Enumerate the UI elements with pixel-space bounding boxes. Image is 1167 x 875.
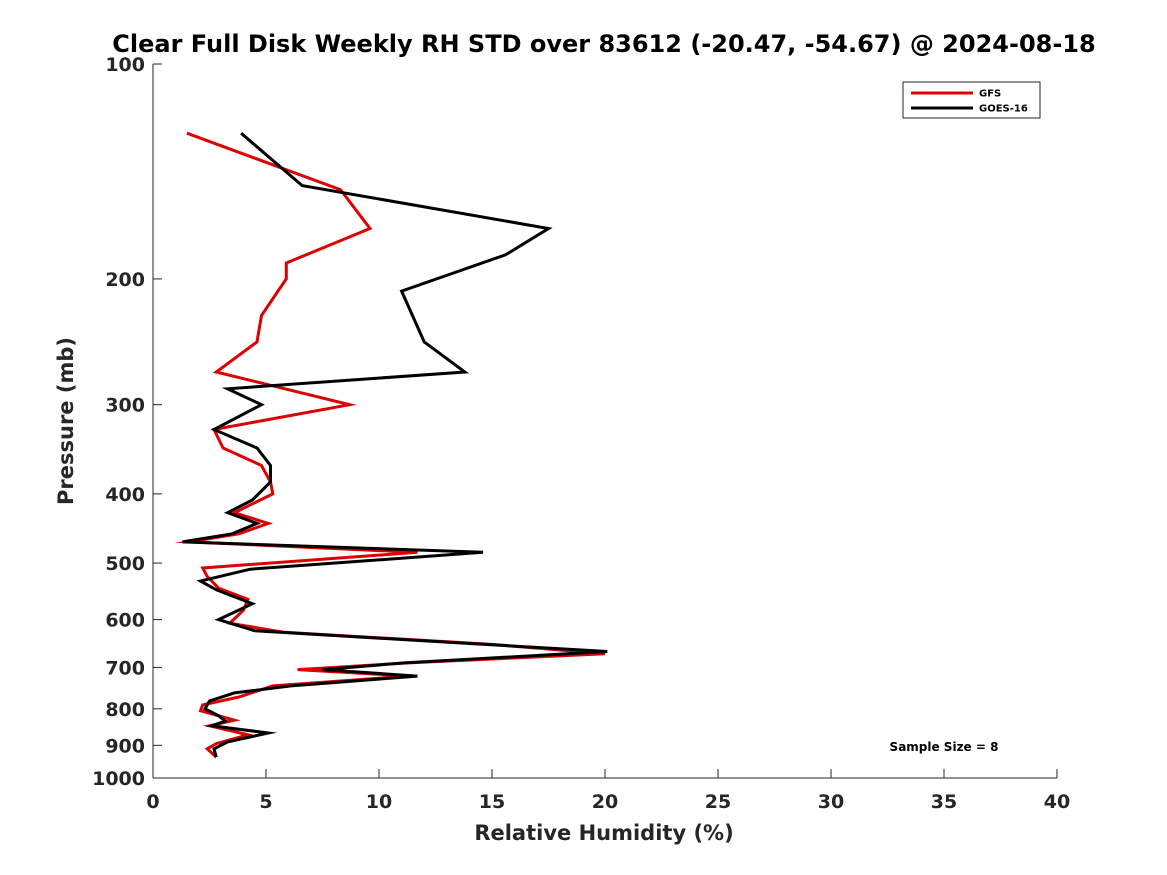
y-axis-label: Pressure (mb)	[54, 337, 78, 505]
x-tick-label: 10	[366, 791, 392, 813]
y-tick-label: 400	[105, 484, 145, 506]
chart-title: Clear Full Disk Weekly RH STD over 83612…	[112, 30, 1095, 58]
y-tick-label: 900	[105, 735, 145, 757]
x-tick-label: 40	[1044, 791, 1070, 813]
x-tick-label: 0	[146, 791, 159, 813]
x-tick-label: 20	[592, 791, 618, 813]
y-tick-label: 600	[105, 610, 145, 632]
y-tick-label: 500	[105, 553, 145, 575]
legend-entry-label: GOES-16	[979, 104, 1028, 115]
series-line-goes-16	[182, 132, 608, 758]
sample-size-annotation: Sample Size = 8	[890, 740, 999, 754]
x-tick-label: 25	[705, 791, 731, 813]
legend: GFS GOES-16	[902, 81, 1041, 119]
y-tick-label: 700	[105, 657, 145, 679]
y-tick-label: 1000	[92, 768, 145, 790]
y-tick-label: 800	[105, 699, 145, 721]
x-axis-label: Relative Humidity (%)	[474, 821, 733, 845]
y-tick-label: 300	[105, 395, 145, 417]
legend-entry-label: GFS	[979, 89, 1001, 100]
x-tick-label: 5	[259, 791, 272, 813]
x-tick-label: 15	[479, 791, 505, 813]
series-line-gfs	[174, 131, 606, 759]
y-tick-label: 100	[105, 54, 145, 76]
x-tick-label: 30	[818, 791, 844, 813]
series-layer	[174, 131, 608, 759]
y-tick-label: 200	[105, 269, 145, 291]
x-tick-label: 35	[931, 791, 957, 813]
legend-box	[902, 81, 1041, 119]
plot-axes: 0 5 10 15 20 25 30 35 40 100 200 300 400 500 600 700 800…	[92, 54, 1070, 813]
